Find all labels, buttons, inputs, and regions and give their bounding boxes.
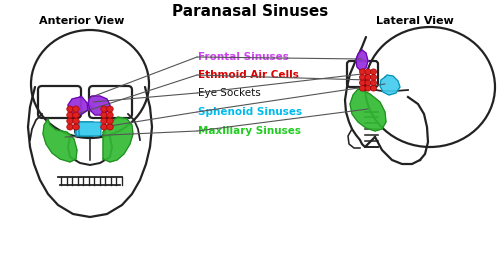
Polygon shape [88,96,110,115]
FancyBboxPatch shape [79,122,101,136]
Polygon shape [350,89,386,131]
Ellipse shape [67,112,73,118]
Ellipse shape [360,69,366,75]
Ellipse shape [365,80,371,86]
Ellipse shape [360,80,366,86]
Ellipse shape [101,112,107,118]
Ellipse shape [365,85,371,91]
Ellipse shape [72,124,79,130]
Text: Frontal Sinuses: Frontal Sinuses [198,52,289,62]
Ellipse shape [101,106,107,112]
Ellipse shape [360,85,366,91]
Text: Maxillary Sinuses: Maxillary Sinuses [198,126,301,136]
Polygon shape [87,105,93,111]
Ellipse shape [67,118,73,124]
Text: Sphenoid Sinuses: Sphenoid Sinuses [198,107,302,117]
Ellipse shape [72,118,79,124]
Ellipse shape [106,106,113,112]
Ellipse shape [67,106,73,112]
Ellipse shape [370,74,376,80]
Ellipse shape [370,80,376,86]
Polygon shape [356,50,368,71]
Text: Lateral View: Lateral View [376,16,454,26]
Text: Ethmoid Air Cells: Ethmoid Air Cells [198,70,299,80]
FancyBboxPatch shape [75,122,94,136]
Ellipse shape [101,118,107,124]
Ellipse shape [370,85,376,91]
Ellipse shape [365,69,371,75]
Ellipse shape [101,124,107,130]
Ellipse shape [67,124,73,130]
Ellipse shape [72,112,79,118]
Ellipse shape [106,112,113,118]
Polygon shape [103,117,133,162]
Ellipse shape [360,74,366,80]
FancyBboxPatch shape [76,122,95,136]
Ellipse shape [365,74,371,80]
Ellipse shape [72,106,79,112]
Text: Paranasal Sinuses: Paranasal Sinuses [172,4,328,19]
Polygon shape [68,97,88,115]
Ellipse shape [370,69,376,75]
Text: Eye Sockets: Eye Sockets [198,88,261,98]
Ellipse shape [106,124,113,130]
Polygon shape [43,119,77,162]
Text: Anterior View: Anterior View [40,16,124,26]
Ellipse shape [106,118,113,124]
Polygon shape [380,75,400,95]
